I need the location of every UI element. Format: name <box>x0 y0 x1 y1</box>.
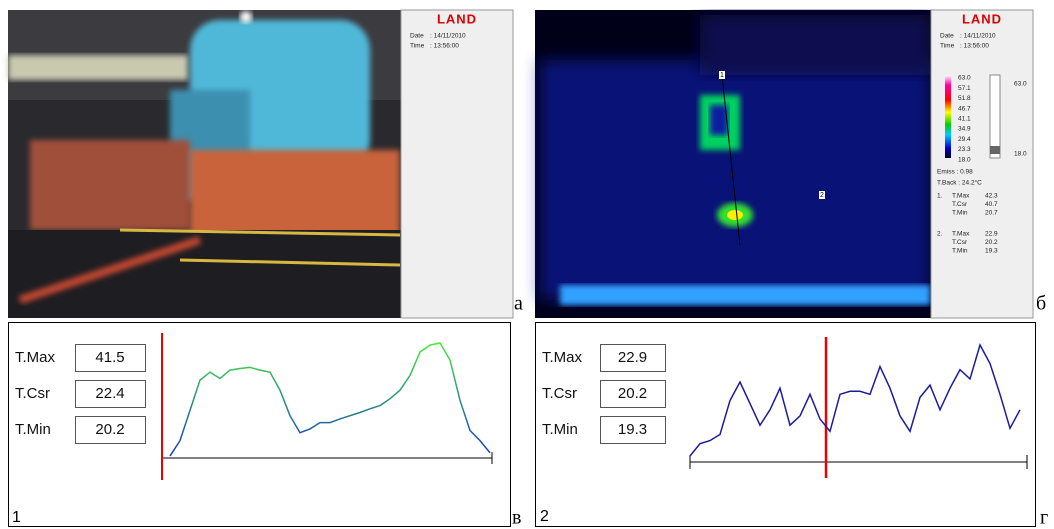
readout-value: 22.4 <box>95 385 124 402</box>
scale-label: 51.8 <box>958 95 971 102</box>
logo: LAND <box>962 11 1002 26</box>
readout-value: 40.7 <box>985 201 998 208</box>
scale-label: 29.4 <box>958 136 971 143</box>
readout-value: 20.7 <box>985 210 998 217</box>
readout-index: 2. <box>937 231 943 238</box>
time-label: Time <box>940 43 955 50</box>
scale-label: 57.1 <box>958 85 971 92</box>
emissivity: Emiss : 0.98 <box>937 169 973 176</box>
date-label: Date <box>940 33 954 40</box>
readout-name: T.Min <box>15 421 51 438</box>
readout-name: T.Min <box>952 210 968 217</box>
readout-value: 19.3 <box>985 248 998 255</box>
readout-value: 22.9 <box>618 349 647 366</box>
readout-name: T.Max <box>15 349 56 366</box>
readout-name: T.Csr <box>542 385 577 402</box>
readout-name: T.Max <box>952 231 970 238</box>
range-bar <box>990 75 1000 158</box>
scale-label: 41.1 <box>958 116 971 123</box>
profile-label: 1 <box>12 509 21 526</box>
info-panel <box>401 10 513 318</box>
readout-name: T.Csr <box>952 201 968 208</box>
readout-index: 1. <box>937 193 943 200</box>
color-scale <box>945 75 951 158</box>
scale-label: 63.0 <box>958 75 971 82</box>
scale-label: 18.0 <box>958 156 971 163</box>
readout-value: 19.3 <box>618 421 647 438</box>
marker-label: 2 <box>820 192 824 199</box>
readout-name: T.Max <box>952 193 970 200</box>
photo <box>8 10 401 318</box>
panel-letter: г <box>1040 507 1048 529</box>
date: : 14/11/2010 <box>960 33 996 40</box>
time: : 13:56:00 <box>960 43 989 50</box>
date-label: Date <box>410 33 424 40</box>
panel-letter: б <box>1036 293 1046 315</box>
time: : 13:56:00 <box>430 43 459 50</box>
logo: LAND <box>437 11 477 26</box>
panel-letter: а <box>514 293 523 315</box>
range-max: 63.0 <box>1014 81 1027 88</box>
readout-name: T.Min <box>542 421 578 438</box>
scale-label: 34.9 <box>958 126 971 133</box>
readout-value: 22.9 <box>985 231 998 238</box>
range-min: 18.0 <box>1014 151 1027 158</box>
profile-label: 2 <box>540 508 549 525</box>
scale-label: 23.3 <box>958 146 971 153</box>
background-temp: T.Back : 24.2°C <box>937 179 982 187</box>
readout-name: T.Csr <box>15 385 50 402</box>
scale-label: 46.7 <box>958 105 971 112</box>
readout-value: 41.5 <box>95 349 124 366</box>
figure: LAND Date : 14/11/2010 Time : 13:56:00 а LAND D… <box>0 0 1054 529</box>
readout-value: 42.3 <box>985 193 998 200</box>
info-panel <box>931 10 1033 318</box>
date: : 14/11/2010 <box>430 33 466 40</box>
panel-letter: в <box>512 507 521 529</box>
readout-name: T.Min <box>952 248 968 255</box>
marker-label: 1 <box>720 72 724 79</box>
readout-value: 20.2 <box>618 385 647 402</box>
time-label: Time <box>410 43 425 50</box>
range-fill <box>990 146 1000 154</box>
readout-name: T.Max <box>542 349 583 366</box>
readout-value: 20.2 <box>985 239 998 246</box>
readout-value: 20.2 <box>95 421 124 438</box>
thermal-image <box>535 10 931 318</box>
readout-name: T.Csr <box>952 239 968 246</box>
